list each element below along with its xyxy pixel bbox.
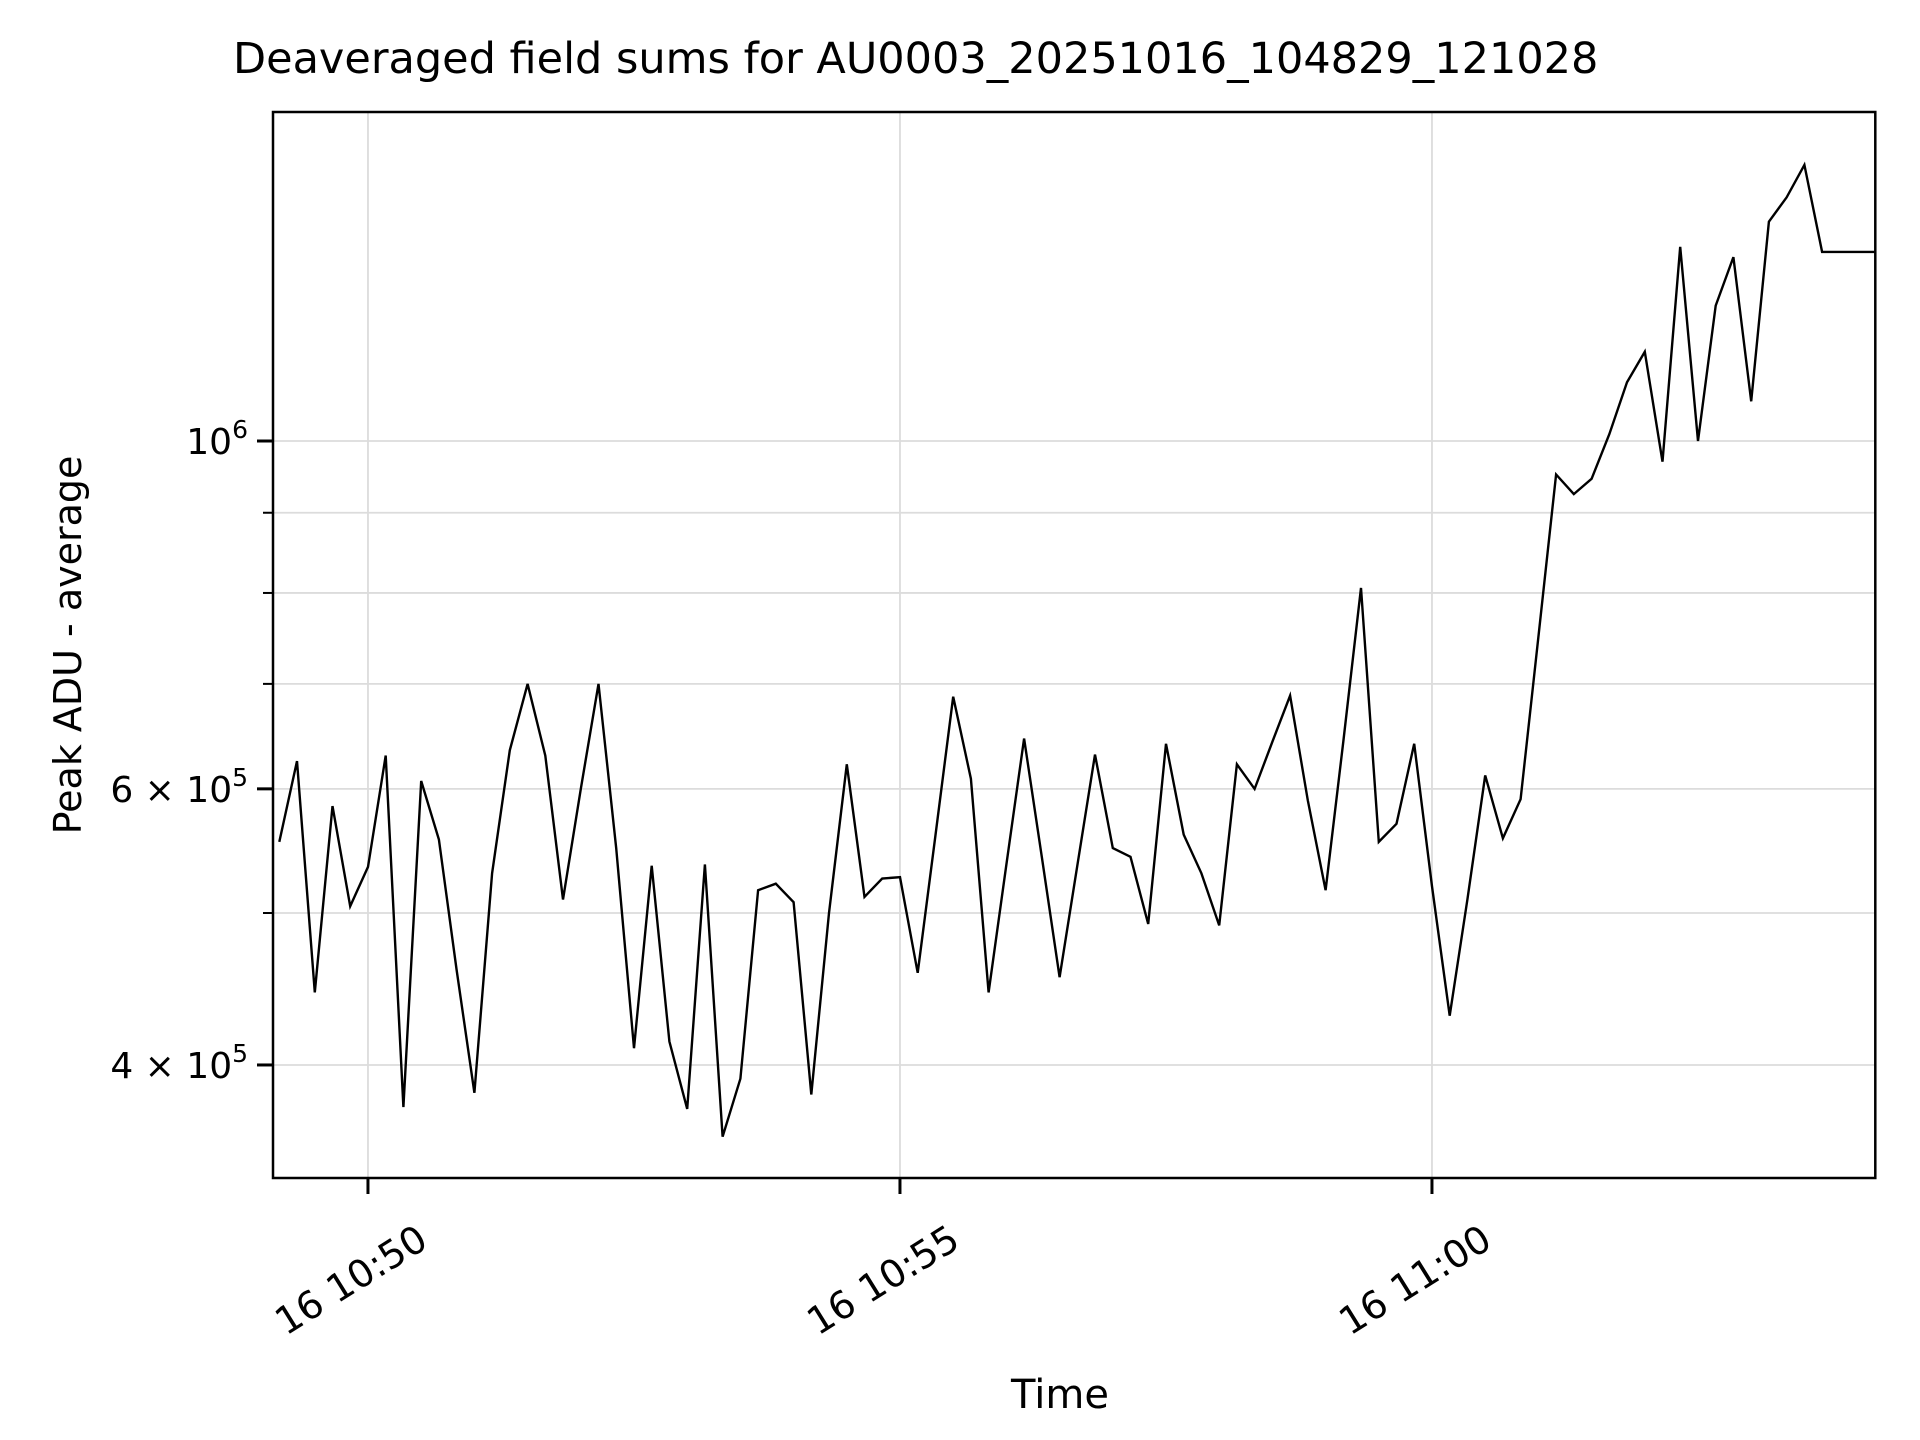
x-axis-label: Time <box>1011 1372 1109 1418</box>
x-tick-label: 16 10:50 <box>267 1216 434 1343</box>
y-tick-label: 4 × 105 <box>110 1039 248 1087</box>
chart-title: Deaveraged field sums for AU0003_2025101… <box>233 34 1599 84</box>
x-tick-label: 16 10:55 <box>799 1216 966 1343</box>
x-tick-label: 16 11:00 <box>1331 1216 1498 1343</box>
y-tick-label: 6 × 105 <box>110 763 248 811</box>
plot-border <box>271 110 1877 1180</box>
y-tick-label: 106 <box>186 415 248 463</box>
data-series-line <box>278 161 1876 1138</box>
